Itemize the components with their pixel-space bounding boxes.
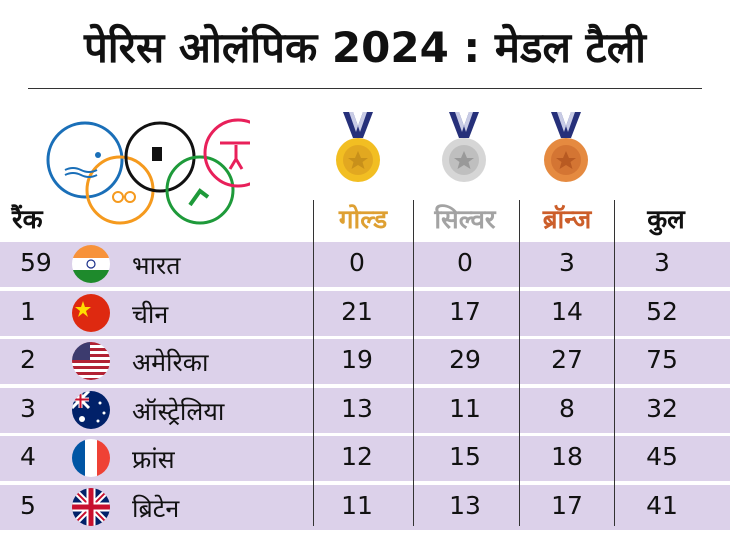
table-row: 59 भारत 0 0 3 3 [0,242,730,287]
bronze-medal-icon [544,112,588,182]
gold-count: 0 [349,248,365,277]
gold-count: 12 [341,442,373,472]
column-divider [313,200,314,526]
column-divider [614,200,615,526]
rank: 3 [20,393,36,423]
total-count: 3 [654,248,670,277]
silver-count: 11 [449,393,481,423]
silver-count: 13 [449,491,481,520]
bronze-count: 14 [551,296,583,326]
table-row: 1 चीन 21 17 14 52 [0,290,730,336]
table-row: 5 ब्रिटेन 11 13 17 41 [0,485,730,530]
bronze-count: 3 [559,248,575,277]
rank: 2 [20,345,36,375]
bronze-count: 18 [551,442,583,472]
total-count: 41 [646,491,678,520]
uk-flag-icon [72,488,110,526]
country-name: ब्रिटेन [132,494,180,523]
table-row: 2 अमेरिका 19 29 27 75 [0,339,730,385]
title-divider [28,88,702,89]
country-name: चीन [132,299,169,329]
header-total: कुल [647,205,685,235]
china-flag-icon [72,293,110,332]
header-rank: रैंक [12,205,43,235]
silver-medal-icon [442,112,486,182]
bronze-count: 27 [551,345,583,375]
bronze-count: 17 [551,491,583,520]
column-divider [519,200,520,526]
page-title: पेरिस ओलंपिक 2024 : मेडल टैली [83,23,647,72]
silver-count: 0 [457,248,473,277]
gold-count: 13 [341,393,373,423]
silver-count: 17 [449,296,481,326]
total-count: 75 [646,345,678,375]
column-divider [413,200,414,526]
gold-medal-icon [336,112,380,182]
header-silver: सिल्वर [434,205,496,235]
rank: 4 [20,442,36,472]
country-name: अमेरिका [132,348,209,378]
bronze-count: 8 [559,393,575,423]
france-flag-icon [72,439,110,478]
total-count: 32 [646,393,678,423]
silver-count: 15 [449,442,481,472]
header-gold: गोल्ड [338,205,388,235]
country-name: फ्रांस [132,445,175,475]
silver-count: 29 [449,345,481,375]
usa-flag-icon [72,342,110,381]
olympic-rings-icon [46,118,250,225]
table-row: 4 फ्रांस 12 15 18 45 [0,436,730,482]
total-count: 45 [646,442,678,472]
gold-count: 11 [341,491,373,520]
australia-flag-icon [72,390,110,429]
country-name: ऑस्ट्रेलिया [132,396,225,426]
country-name: भारत [132,251,181,280]
table-row: 3 ऑस्ट्रेलिया 13 11 8 32 [0,387,730,433]
header-bronze: ब्रॉन्ज [542,205,592,235]
gold-count: 21 [341,296,373,326]
india-flag-icon [72,245,110,283]
rank: 5 [20,491,36,520]
gold-count: 19 [341,345,373,375]
rank: 1 [20,296,36,326]
total-count: 52 [646,296,678,326]
rank: 59 [20,248,52,277]
